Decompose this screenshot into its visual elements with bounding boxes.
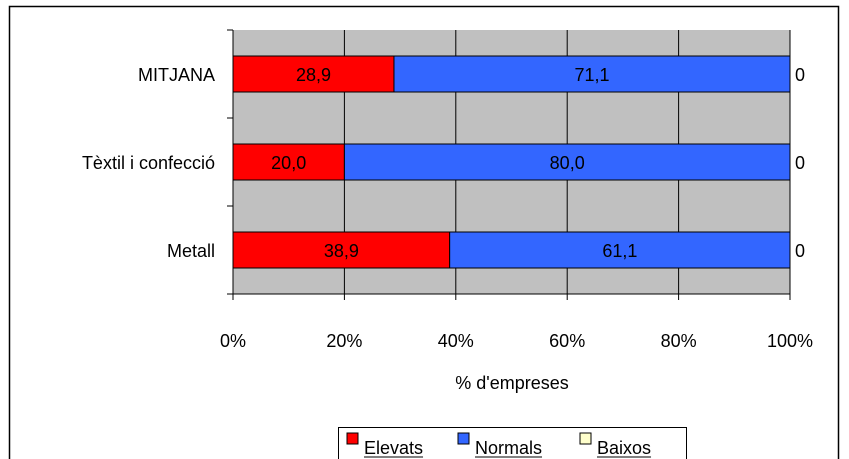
x-axis-title: % d'empreses <box>455 373 568 393</box>
axes <box>227 29 791 300</box>
tick-labels: Metall Tèxtil i confecció MITJANA 0% 20% 40% 6… <box>82 65 813 351</box>
bar-elevats-2 <box>232 55 395 93</box>
legend-swatch-baixos <box>579 432 592 445</box>
bar-normals-2 <box>393 55 791 93</box>
bar-normals-1 <box>343 143 791 181</box>
legend-label-normals: Normals <box>475 438 542 458</box>
x-tick-label: 0% <box>220 331 246 351</box>
data-label-normals: 71,1 <box>574 65 609 85</box>
data-label-baixos: 0 <box>795 153 805 173</box>
data-label-elevats: 20,0 <box>271 153 306 173</box>
x-tick-label: 40% <box>438 331 474 351</box>
bar-elevats-1 <box>232 143 345 181</box>
legend-swatch-elevats <box>346 432 359 445</box>
legend-label-elevats: Elevats <box>364 438 423 458</box>
x-tick-label: 20% <box>326 331 362 351</box>
data-label-normals: 80,0 <box>550 153 585 173</box>
data-label-baixos: 0 <box>795 241 805 261</box>
x-tick-label: 80% <box>661 331 697 351</box>
bar-elevats-0 <box>232 231 451 269</box>
legend-box <box>338 427 687 459</box>
category-label: Metall <box>167 241 215 261</box>
data-label-normals: 61,1 <box>602 241 637 261</box>
category-label: MITJANA <box>138 65 215 85</box>
data-label-elevats: 38,9 <box>324 241 359 261</box>
data-label-baixos: 0 <box>795 65 805 85</box>
x-tick-label: 100% <box>767 331 813 351</box>
data-label-elevats: 28,9 <box>296 65 331 85</box>
category-label: Tèxtil i confecció <box>82 153 215 173</box>
legend: Elevats Normals Baixos <box>338 427 687 459</box>
x-tick-label: 60% <box>549 331 585 351</box>
legend-label-baixos: Baixos <box>597 438 651 458</box>
bars: 38,9 61,1 0 20,0 80,0 0 28,9 71,1 0 <box>232 55 805 269</box>
legend-swatch-normals <box>457 432 470 445</box>
bar-normals-0 <box>449 231 791 269</box>
